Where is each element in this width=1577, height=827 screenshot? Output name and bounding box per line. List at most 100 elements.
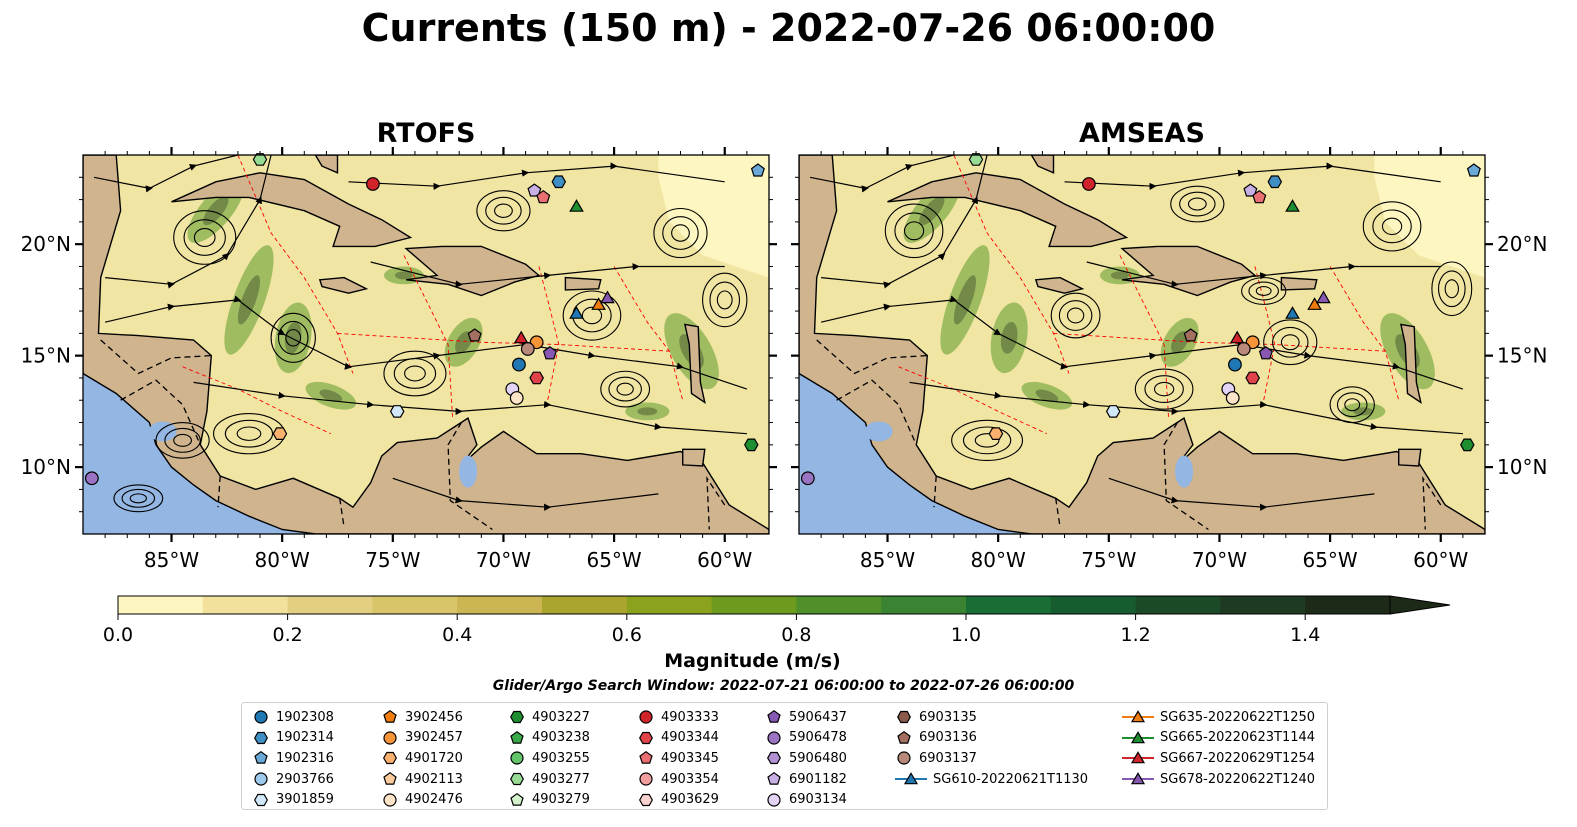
legend-entry: 4902476 (381, 789, 463, 810)
x-tick-label: 80°W (255, 548, 310, 572)
legend-symbol (903, 772, 919, 785)
observation-marker (1307, 297, 1322, 310)
legend-label: 4903345 (661, 750, 719, 766)
eez-boundary (403, 255, 454, 419)
legend-entry: 3901859 (252, 789, 334, 810)
current-streamline (909, 381, 1463, 435)
eddy-streamline (1444, 279, 1459, 299)
legend-entry: 6903134 (765, 789, 847, 810)
eez-boundary (1329, 266, 1400, 401)
observation-marker (968, 153, 984, 166)
colorbar-segment (1135, 596, 1221, 614)
legend-marker (897, 730, 911, 744)
legend-entry: 5906437 (765, 707, 847, 728)
legend-label: SG635-20220622T1250 (1160, 709, 1316, 725)
legend-label: 5906478 (789, 730, 847, 746)
observation-marker (513, 330, 529, 344)
legend-label: SG665-20220623T1144 (1160, 730, 1316, 746)
legend-entry: SG610-20220621T1130 (895, 769, 1088, 790)
legend-marker (639, 731, 653, 744)
legend-entry: 6903137 (895, 748, 1088, 769)
legend-symbol (1130, 730, 1146, 744)
legend-marker (383, 793, 397, 807)
pacific-ocean (799, 373, 1032, 534)
colorbar-segment (118, 596, 204, 614)
legend-entry: 6901182 (765, 769, 847, 790)
observation-marker (1183, 328, 1198, 342)
observation-marker (591, 297, 606, 310)
legend-marker (254, 710, 268, 724)
observation-marker (1225, 391, 1240, 405)
core-current-area (394, 271, 413, 280)
legend-marker (510, 730, 524, 744)
current-streamline (392, 477, 659, 511)
legend-marker (383, 752, 397, 765)
observation-marker (1105, 405, 1121, 418)
colorbar-extend-arrow (1389, 595, 1451, 615)
legend-symbol (510, 772, 524, 786)
y-tick-label: 15°N (21, 344, 71, 368)
legend-symbol (254, 772, 268, 786)
legend-symbol (1130, 710, 1146, 723)
legend-entry: SG665-20220623T1144 (1122, 728, 1315, 749)
legend-label: SG610-20220621T1130 (933, 771, 1089, 787)
colorbar-tick-label: 1.2 (1120, 624, 1150, 646)
legend: 1902308 1902314 1902316 2903766 3901859 39024… (241, 702, 1328, 810)
legend-marker (767, 752, 781, 765)
legend-label: 4903255 (532, 750, 590, 766)
country-border (1163, 422, 1209, 531)
legend-symbol (1130, 772, 1146, 785)
eddy-streamline (1431, 261, 1473, 317)
legend-marker (254, 772, 268, 786)
observation-marker (542, 346, 557, 360)
legend-entry: SG635-20220622T1250 (1122, 707, 1315, 728)
legend-marker (510, 792, 524, 806)
legend-symbol (383, 710, 397, 723)
land-jamaica (1034, 276, 1085, 294)
legend-entry: 1902316 (252, 748, 334, 769)
colorbar-label: Magnitude (m/s) (664, 650, 841, 672)
colorbar-segment (711, 596, 797, 614)
land-jamaica (318, 276, 369, 294)
country-border (339, 498, 345, 528)
eddy-streamline (716, 290, 733, 310)
colorbar-tick-label: 0.2 (272, 624, 302, 646)
legend-entry: 4903227 (508, 707, 590, 728)
observation-marker (600, 290, 615, 304)
legend-symbol (510, 751, 524, 766)
x-tick-label: 70°W (1192, 548, 1247, 572)
legend-marker (767, 772, 781, 785)
observation-marker (1285, 306, 1300, 319)
eddy-streamline (974, 433, 1000, 448)
land-lesser-antilles (683, 323, 706, 405)
colorbar-segment (626, 596, 713, 614)
x-tick-label: 80°W (971, 548, 1026, 572)
country-border (816, 339, 928, 375)
x-tick-label: 70°W (476, 548, 531, 572)
legend-symbol (897, 730, 911, 744)
eddy-streamline (476, 190, 531, 232)
legend-marker (639, 772, 653, 786)
current-streamline (104, 295, 748, 390)
colorbar-segment (372, 596, 458, 614)
legend-label: 2903766 (276, 771, 334, 787)
eddy-streamline (1437, 270, 1466, 308)
legend-label: 4901720 (405, 750, 463, 766)
colorbar-segment (457, 596, 543, 614)
colorbar: 0.0 0.2 0.4 0.6 0.8 1.0 1.2 1.4 (103, 595, 1451, 646)
legend-marker (767, 710, 781, 723)
legend-symbol (254, 751, 268, 765)
legend-column: 1902308 1902314 1902316 2903766 3901859 (252, 707, 334, 810)
land-puerto-rico (1280, 276, 1318, 291)
observation-marker (1466, 163, 1481, 177)
legend-symbol (510, 792, 524, 806)
legend-label: 6903134 (789, 792, 847, 808)
observation-marker (512, 357, 526, 372)
legend-label: 4903629 (661, 792, 719, 808)
observation-marker (1236, 342, 1251, 356)
legend-marker (254, 731, 268, 744)
observation-marker (569, 199, 584, 212)
legend-entry: 6903136 (895, 728, 1088, 749)
colorbar-segment (1305, 596, 1391, 614)
legend-symbol (897, 751, 911, 766)
